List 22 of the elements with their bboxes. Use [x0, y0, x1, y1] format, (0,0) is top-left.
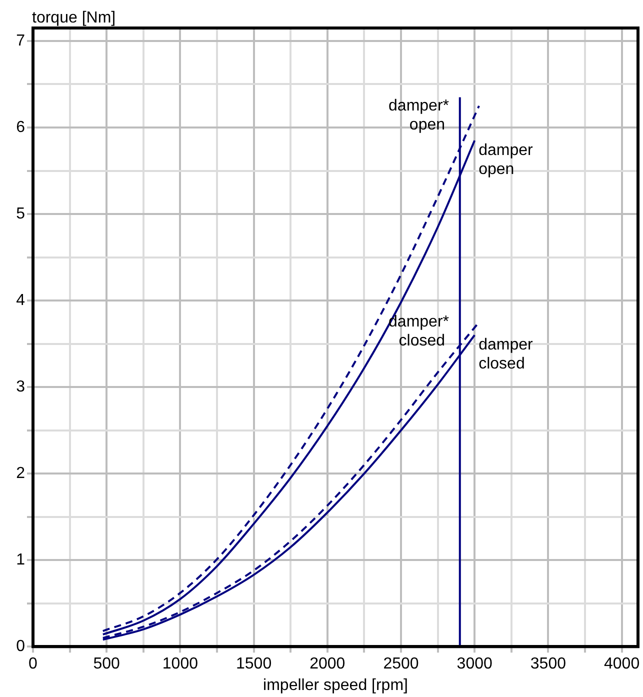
x-tick-label: 0 [28, 656, 38, 673]
x-tick-label: 500 [93, 656, 120, 673]
y-tick-label: 3 [16, 378, 26, 396]
y-tick-label: 4 [16, 292, 26, 309]
x-tick-label: 1500 [236, 656, 272, 673]
y-tick-label: 1 [16, 551, 26, 568]
y-tick-label: 5 [16, 205, 26, 222]
series-label: damper open [478, 142, 534, 178]
x-tick-label: 3500 [530, 656, 566, 673]
x-tick-label: 3000 [456, 656, 493, 673]
x-tick-label: 2500 [383, 656, 419, 673]
y-tick-label: 0 [16, 638, 26, 656]
y-tick-label: 6 [16, 118, 26, 136]
x-tick-label: 1000 [162, 656, 198, 673]
y-axis-title: torque [Nm] [32, 9, 116, 26]
series-label: damper* open [388, 97, 450, 134]
y-tick-label: 2 [16, 464, 26, 482]
x-axis-title: impeller speed [rpm] [263, 676, 408, 694]
series-label: damper closed [478, 336, 534, 373]
x-tick-label: 2000 [310, 656, 346, 673]
x-tick-label: 4000 [604, 656, 640, 673]
y-tick-label: 7 [16, 32, 26, 50]
